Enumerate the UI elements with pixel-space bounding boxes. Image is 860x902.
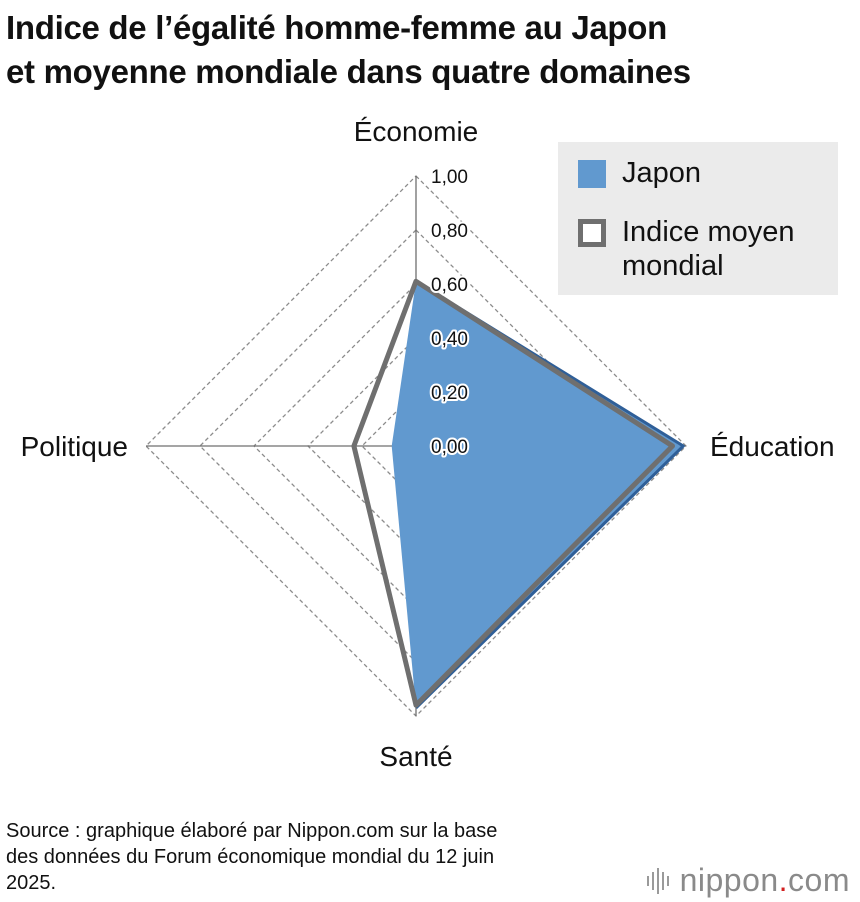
logo-bars-icon (646, 867, 672, 894)
legend-item-japan[interactable]: Japon (578, 156, 832, 190)
source-line-2: des données du Forum économique mondial … (6, 846, 495, 868)
legend-label-world-average: Indice moyen mondial (622, 215, 832, 283)
legend: Japon Indice moyen mondial (558, 142, 838, 295)
tick-label: 0,20 (431, 383, 468, 404)
chart-title: Indice de l’égalité homme-femme au Japon… (6, 6, 856, 94)
axis-label: Éducation (710, 431, 835, 462)
legend-swatch-japan (578, 160, 606, 188)
legend-label-world-line-2: mondial (622, 250, 724, 282)
axis-label: Économie (354, 116, 479, 147)
nippon-logo[interactable]: nippon. com (646, 862, 850, 899)
tick-label: 1,00 (431, 167, 468, 188)
logo-prefix: nippon (679, 862, 779, 898)
source-line-1: Source : graphique élaboré par Nippon.co… (6, 820, 498, 842)
source-line-3: 2025. (6, 872, 57, 894)
legend-label-japan: Japon (622, 157, 702, 189)
chart-title-line-2: et moyenne mondiale dans quatre domaines (6, 53, 691, 90)
logo-dot: . (778, 862, 789, 898)
axis-label: Politique (21, 431, 128, 462)
axis-label: Santé (379, 741, 452, 772)
series-japan-area (391, 281, 684, 708)
legend-label-world-line-1: Indice moyen (622, 216, 795, 248)
legend-item-world-average[interactable]: Indice moyen mondial (578, 215, 832, 283)
tick-label: 0,60 (431, 275, 468, 296)
source-note: Source : graphique élaboré par Nippon.co… (6, 818, 646, 896)
chart-title-line-1: Indice de l’égalité homme-femme au Japon (6, 9, 668, 46)
legend-swatch-world-average (578, 219, 606, 247)
tick-label: 0,00 (431, 437, 468, 458)
logo-suffix: com (788, 862, 850, 898)
tick-label: 0,80 (431, 221, 468, 242)
tick-label: 0,40 (431, 329, 468, 350)
